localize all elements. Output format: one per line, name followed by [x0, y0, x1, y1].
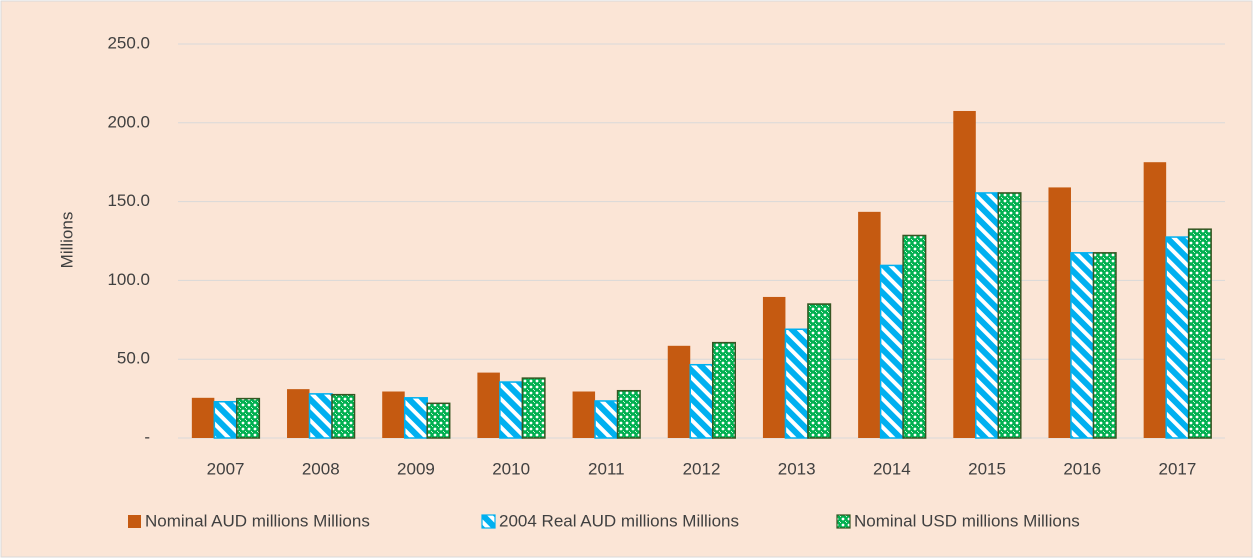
legend-label: 2004 Real AUD millions Millions: [499, 511, 739, 530]
bar: [997, 192, 1022, 439]
x-tick-label: 2008: [302, 459, 340, 478]
bar: [762, 296, 786, 438]
bar: [403, 397, 428, 439]
bar: [521, 377, 546, 439]
bar: [1070, 252, 1095, 439]
bar: [572, 391, 596, 438]
x-tick-label: 2014: [873, 459, 911, 478]
bar: [689, 363, 714, 439]
bar: [1187, 228, 1212, 439]
bar: [213, 401, 238, 439]
bar: [712, 341, 736, 439]
bar: [1143, 162, 1167, 438]
bar: [1165, 236, 1190, 439]
bar: [594, 400, 619, 439]
x-tick-label: 2017: [1158, 459, 1196, 478]
x-tick-label: 2016: [1063, 459, 1101, 478]
x-tick-label: 2011: [588, 459, 625, 478]
bar: [784, 328, 809, 439]
bar: [807, 303, 832, 439]
y-tick-label: 50.0: [117, 349, 150, 368]
bar: [191, 397, 215, 438]
bar: [953, 110, 976, 438]
x-tick-label: 2010: [492, 459, 530, 478]
x-tick-label: 2012: [683, 459, 721, 478]
legend-swatch: [836, 514, 851, 529]
legend-label: Nominal AUD millions Millions: [145, 511, 370, 530]
y-tick-label: -: [144, 427, 150, 446]
legend-swatch: [128, 515, 141, 528]
bar: [975, 192, 1000, 439]
bar: [499, 381, 524, 439]
bar: [382, 391, 405, 438]
bar: [1048, 187, 1071, 438]
x-tick-label: 2013: [778, 459, 816, 478]
bar: [879, 264, 904, 439]
y-tick-label: 250.0: [107, 33, 150, 52]
bar: [236, 397, 261, 439]
bar: [308, 393, 333, 439]
bar: [858, 211, 881, 438]
legend-swatch: [481, 514, 496, 529]
bar: [1092, 252, 1117, 439]
bar: [426, 402, 451, 439]
bar: [902, 234, 927, 439]
bar: [477, 372, 500, 438]
y-axis-label: Millions: [57, 212, 76, 269]
bar: [616, 389, 641, 439]
bar: [287, 389, 310, 438]
legend-label: Nominal USD millions Millions: [854, 511, 1080, 530]
y-tick-label: 200.0: [107, 112, 150, 131]
x-tick-label: 2007: [207, 459, 245, 478]
bar: [667, 345, 691, 438]
x-tick-label: 2009: [397, 459, 435, 478]
y-tick-label: 100.0: [107, 270, 150, 289]
bar: [331, 393, 356, 439]
x-tick-label: 2015: [968, 459, 1006, 478]
y-tick-label: 150.0: [107, 191, 150, 210]
